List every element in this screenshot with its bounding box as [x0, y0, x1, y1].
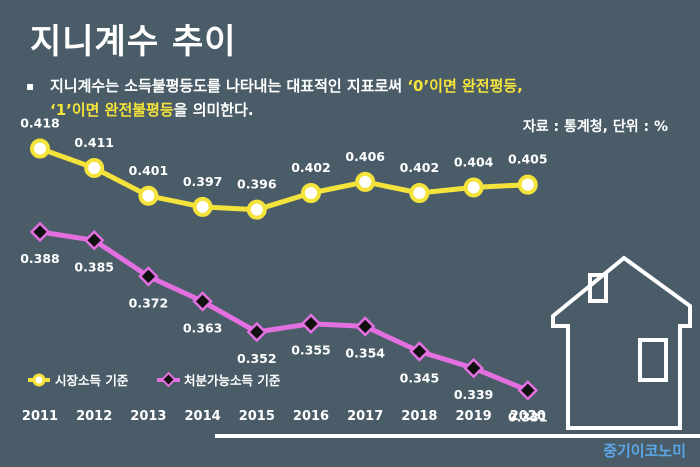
data-point-market-2013: [138, 185, 159, 206]
source-note: 자료 : 통계청, 단위 : %: [522, 119, 668, 135]
x-tick-2017: 2017: [347, 409, 383, 424]
x-tick-2016: 2016: [293, 409, 329, 424]
description-highlight-unequal: ‘1’이면 완전불평등: [50, 101, 174, 119]
data-point-market-2018: [409, 183, 430, 203]
legend-label-market: 시장소득 기준: [55, 373, 129, 388]
data-point-disposable-2014: [192, 291, 213, 312]
data-label-market-2020: 0.405: [508, 152, 548, 167]
legend: 시장소득 기준 처분가능소득 기준: [28, 371, 281, 388]
x-tick-2014: 2014: [185, 409, 221, 424]
data-label-disposable-2016: 0.355: [291, 343, 331, 358]
data-point-disposable-2012: [83, 230, 105, 251]
data-label-market-2019: 0.404: [454, 154, 494, 169]
brand-logo: 중기이코노미: [603, 442, 686, 460]
legend-item-market: 시장소득 기준: [28, 373, 129, 388]
data-label-disposable-2019: 0.339: [454, 387, 494, 402]
x-tick-2011: 2011: [22, 409, 58, 424]
data-point-disposable-2019: [463, 357, 484, 379]
bullet-icon: ▪: [26, 79, 35, 93]
data-point-market-2011: [30, 138, 50, 159]
data-label-disposable-2015: 0.352: [237, 351, 277, 366]
data-label-disposable-2020: 0.331: [508, 409, 548, 424]
data-point-market-2015: [246, 199, 267, 220]
data-point-market-2019: [463, 177, 484, 198]
data-label-market-2012: 0.411: [74, 135, 114, 150]
x-tick-2020: 2020: [510, 409, 546, 424]
description-text-end: 을 의미한다.: [173, 101, 254, 119]
series-line-disposable: [39, 229, 529, 393]
data-label-market-2018: 0.402: [400, 160, 440, 175]
description: ▪ 지니계수는 소득불평등도를 나타내는 대표적인 지표로써 ‘0’이면 완전평등…: [26, 74, 523, 122]
data-label-market-2016: 0.402: [291, 160, 331, 175]
data-point-disposable-2013: [138, 266, 159, 287]
data-point-disposable-2016: [300, 313, 322, 334]
x-tick-2018: 2018: [401, 409, 437, 424]
page-title: 지니계수 추이: [30, 22, 237, 62]
house-icon: [215, 255, 700, 438]
x-tick-2013: 2013: [130, 409, 166, 424]
description-highlight-equal: ‘0’이면 완전평등,: [407, 77, 523, 95]
x-tick-2015: 2015: [239, 409, 275, 424]
data-point-market-2017: [355, 171, 376, 192]
data-label-disposable-2012: 0.385: [74, 259, 114, 274]
data-label-disposable-2011: 0.388: [20, 251, 60, 266]
data-label-market-2011: 0.418: [20, 116, 60, 131]
data-point-market-2012: [84, 157, 105, 178]
data-point-disposable-2017: [354, 316, 376, 337]
x-tick-2019: 2019: [456, 409, 492, 424]
data-label-market-2013: 0.401: [129, 163, 169, 178]
description-text: 지니계수는 소득불평등도를 나타내는 대표적인 지표로써: [50, 77, 408, 95]
data-point-disposable-2020: [517, 380, 539, 401]
data-label-market-2017: 0.406: [345, 149, 385, 164]
series-line-market: [39, 146, 528, 213]
legend-label-disposable: 처분가능소득 기준: [184, 373, 281, 388]
data-label-disposable-2017: 0.354: [345, 345, 385, 360]
data-point-disposable-2015: [246, 321, 268, 343]
x-tick-2012: 2012: [76, 409, 112, 424]
data-label-disposable-2018: 0.345: [400, 370, 440, 385]
data-label-market-2015: 0.396: [237, 177, 277, 192]
legend-item-disposable: 처분가능소득 기준: [157, 371, 281, 388]
data-label-disposable-2013: 0.372: [129, 295, 169, 310]
data-point-disposable-2018: [409, 341, 430, 362]
data-point-market-2020: [517, 174, 538, 195]
data-point-market-2014: [192, 196, 213, 217]
data-point-market-2016: [301, 183, 321, 203]
data-label-market-2014: 0.397: [183, 174, 223, 189]
data-label-disposable-2014: 0.363: [183, 320, 223, 335]
data-point-disposable-2011: [29, 221, 51, 243]
